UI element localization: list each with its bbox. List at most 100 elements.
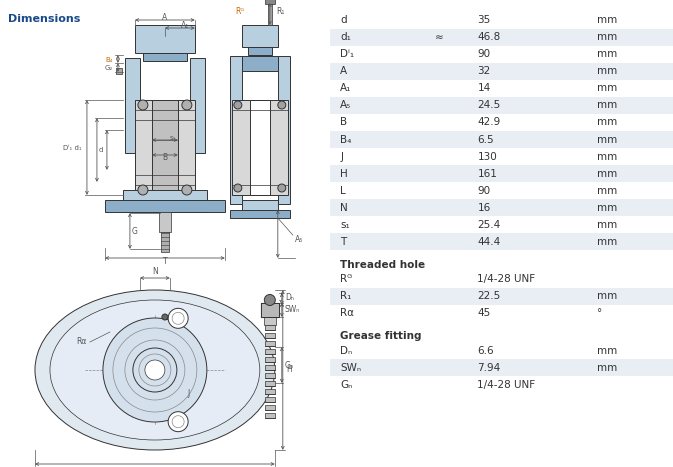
Text: 1/4-28 UNF: 1/4-28 UNF bbox=[477, 274, 536, 284]
Text: 14: 14 bbox=[477, 84, 491, 93]
Text: mm: mm bbox=[598, 100, 618, 110]
Text: A₅: A₅ bbox=[295, 235, 303, 245]
Bar bbox=[105, 200, 225, 212]
Bar bbox=[264, 397, 275, 402]
Text: 24.5: 24.5 bbox=[477, 100, 501, 110]
Text: mm: mm bbox=[598, 134, 618, 144]
Bar bbox=[264, 0, 275, 4]
Circle shape bbox=[278, 101, 286, 109]
Bar bbox=[190, 58, 205, 153]
Text: Dₙ: Dₙ bbox=[285, 292, 293, 302]
Text: B₄: B₄ bbox=[106, 57, 113, 63]
Text: mm: mm bbox=[598, 237, 618, 247]
Bar bbox=[264, 373, 275, 378]
Text: R₁: R₁ bbox=[276, 7, 284, 16]
Ellipse shape bbox=[35, 290, 275, 450]
Bar bbox=[159, 212, 171, 232]
Bar bbox=[330, 233, 673, 250]
Text: B₄: B₄ bbox=[340, 134, 351, 144]
Bar bbox=[264, 341, 275, 346]
Bar bbox=[330, 165, 673, 182]
Circle shape bbox=[168, 412, 188, 432]
Text: B: B bbox=[340, 118, 347, 127]
Ellipse shape bbox=[50, 300, 260, 440]
Circle shape bbox=[172, 312, 184, 324]
Text: mm: mm bbox=[598, 50, 618, 59]
Text: 35: 35 bbox=[477, 15, 491, 25]
Text: Rᴳ: Rᴳ bbox=[235, 7, 244, 16]
Bar bbox=[248, 47, 272, 55]
Text: T: T bbox=[340, 237, 347, 247]
Bar bbox=[330, 199, 673, 216]
Text: 46.8: 46.8 bbox=[477, 32, 501, 42]
Text: 1/4-28 UNF: 1/4-28 UNF bbox=[477, 380, 536, 390]
Text: SWₙ: SWₙ bbox=[340, 363, 361, 373]
Bar bbox=[232, 100, 288, 195]
Text: mm: mm bbox=[598, 152, 618, 162]
Polygon shape bbox=[261, 303, 279, 317]
Text: Dⁱ₁ d₁: Dⁱ₁ d₁ bbox=[63, 145, 82, 151]
Text: mm: mm bbox=[598, 15, 618, 25]
Circle shape bbox=[145, 360, 165, 380]
Text: 90: 90 bbox=[477, 186, 491, 196]
Bar bbox=[161, 232, 169, 252]
Circle shape bbox=[182, 185, 192, 195]
Text: 32: 32 bbox=[477, 66, 491, 76]
Text: s₁: s₁ bbox=[170, 135, 176, 141]
Text: 6.5: 6.5 bbox=[477, 134, 494, 144]
Text: 161: 161 bbox=[477, 169, 497, 178]
Text: Dimensions: Dimensions bbox=[8, 14, 80, 24]
Bar bbox=[135, 25, 195, 53]
Text: d: d bbox=[340, 15, 347, 25]
Text: d: d bbox=[98, 147, 103, 153]
Text: d₁: d₁ bbox=[340, 32, 351, 42]
Bar bbox=[264, 325, 275, 330]
Circle shape bbox=[162, 314, 168, 320]
Text: G: G bbox=[132, 226, 138, 235]
Text: Rα: Rα bbox=[77, 338, 87, 347]
Text: mm: mm bbox=[598, 346, 618, 356]
Bar bbox=[330, 288, 673, 305]
Text: °: ° bbox=[598, 308, 603, 318]
Text: T: T bbox=[163, 256, 167, 266]
Bar bbox=[125, 58, 140, 153]
Bar bbox=[242, 25, 278, 47]
Bar bbox=[264, 349, 275, 354]
Bar bbox=[230, 210, 290, 218]
Circle shape bbox=[138, 100, 148, 110]
Text: Dⁱ₁: Dⁱ₁ bbox=[340, 50, 354, 59]
Text: 16: 16 bbox=[477, 203, 491, 212]
Text: G₂: G₂ bbox=[105, 65, 113, 71]
Bar bbox=[268, 3, 272, 25]
Text: Rα: Rα bbox=[340, 308, 354, 318]
Bar bbox=[230, 56, 242, 204]
Text: mm: mm bbox=[598, 118, 618, 127]
Circle shape bbox=[103, 318, 207, 422]
Text: SWₙ: SWₙ bbox=[285, 305, 300, 314]
Text: 7.94: 7.94 bbox=[477, 363, 501, 373]
Text: Rᴳ: Rᴳ bbox=[340, 274, 352, 284]
Text: ≈: ≈ bbox=[435, 32, 444, 42]
Bar bbox=[264, 405, 275, 410]
Circle shape bbox=[278, 184, 286, 192]
Bar bbox=[123, 190, 207, 212]
Text: mm: mm bbox=[598, 363, 618, 373]
Text: mm: mm bbox=[598, 203, 618, 212]
Text: B: B bbox=[162, 154, 168, 163]
Text: mm: mm bbox=[598, 32, 618, 42]
Text: Gₙ: Gₙ bbox=[340, 380, 353, 390]
Bar bbox=[264, 357, 275, 362]
Text: mm: mm bbox=[598, 291, 618, 301]
Text: Gₙ: Gₙ bbox=[285, 361, 293, 369]
Circle shape bbox=[172, 416, 184, 428]
Bar bbox=[250, 100, 270, 195]
Text: Grease fitting: Grease fitting bbox=[340, 332, 421, 341]
Bar bbox=[116, 68, 122, 74]
Circle shape bbox=[182, 100, 192, 110]
Text: R₁: R₁ bbox=[340, 291, 351, 301]
Bar bbox=[242, 200, 278, 218]
Text: mm: mm bbox=[598, 169, 618, 178]
Bar bbox=[330, 28, 673, 46]
Text: 42.9: 42.9 bbox=[477, 118, 501, 127]
Bar bbox=[264, 365, 275, 370]
